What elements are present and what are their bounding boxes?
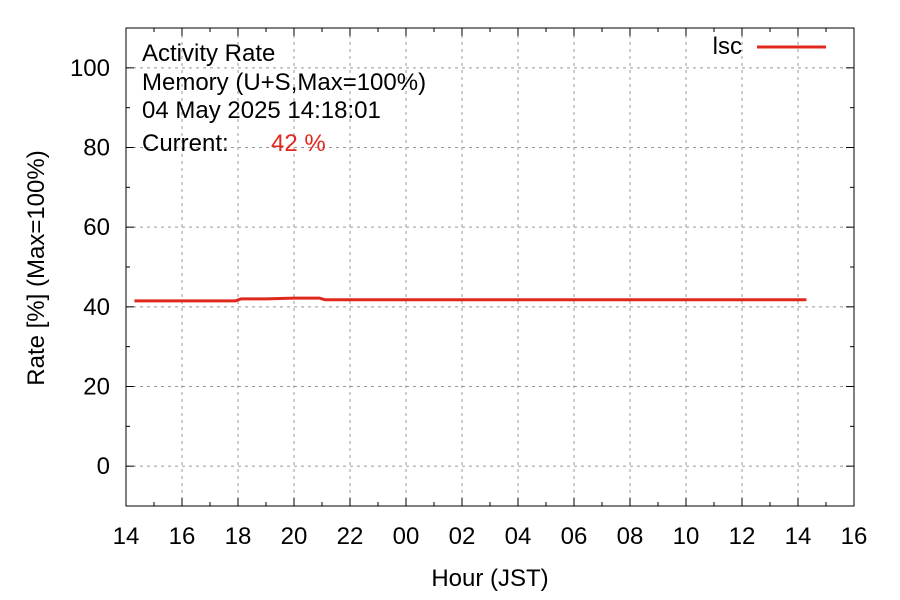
y-tick-labels: 0 20 40 60 80 100: [70, 55, 110, 480]
x-tick-label: 02: [449, 523, 476, 550]
x-tick-label: 20: [281, 523, 308, 550]
current-value: 42 %: [271, 130, 326, 157]
series-layer: [134, 296, 807, 303]
series-line-lsc: [134, 296, 807, 303]
x-tick-label: 16: [841, 523, 868, 550]
x-tick-label: 14: [113, 523, 140, 550]
y-tick-label: 60: [83, 214, 110, 241]
x-tick-label: 14: [785, 523, 812, 550]
y-tick-label: 100: [70, 55, 110, 82]
x-tick-label: 12: [729, 523, 756, 550]
x-tick-labels: 14 16 18 20 22 00 02 04 06 08 10 12 14 16: [113, 523, 868, 550]
x-axis-title: Hour (JST): [431, 565, 548, 592]
legend-label-lsc: lsc: [713, 33, 742, 60]
x-tick-label: 18: [225, 523, 252, 550]
grid-layer: [126, 28, 854, 506]
y-tick-label: 80: [83, 135, 110, 162]
x-tick-label: 04: [505, 523, 532, 550]
chart-timestamp: 04 May 2025 14:18:01: [142, 97, 381, 124]
x-tick-label: 06: [561, 523, 588, 550]
tick-marks: [125, 27, 855, 507]
x-tick-label: 22: [337, 523, 364, 550]
y-tick-label: 0: [97, 453, 110, 480]
x-tick-label: 08: [617, 523, 644, 550]
y-tick-label: 40: [83, 294, 110, 321]
chart-subtitle: Memory (U+S,Max=100%): [142, 69, 426, 96]
y-tick-label: 20: [83, 374, 110, 401]
x-tick-label: 10: [673, 523, 700, 550]
x-tick-label: 16: [169, 523, 196, 550]
current-label: Current:: [142, 130, 229, 157]
chart-title: Activity Rate: [142, 40, 275, 67]
x-tick-label: 00: [393, 523, 420, 550]
y-axis-title: Rate [%] (Max=100%): [23, 150, 50, 385]
